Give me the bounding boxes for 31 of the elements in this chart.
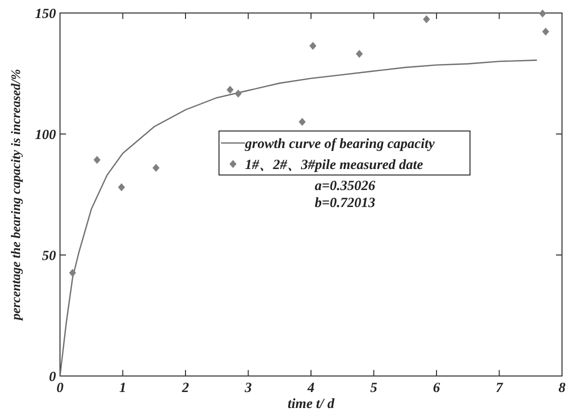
point: [234, 90, 242, 98]
x-tick-label: 7: [496, 381, 504, 396]
annotation: a=0.35026: [314, 179, 376, 194]
point: [69, 268, 76, 277]
x-tick-label: 4: [306, 381, 314, 396]
legend-label: growth curve of bearing capacity: [244, 137, 436, 152]
x-tick-label: 5: [370, 381, 378, 396]
x-tick-label: 3: [244, 381, 252, 396]
point: [118, 183, 125, 192]
point: [152, 164, 160, 172]
y-tick-label: 0: [49, 370, 56, 385]
point: [309, 42, 316, 50]
point: [539, 9, 546, 18]
point: [422, 15, 430, 24]
y-tick-label: 100: [35, 128, 56, 143]
x-tick-label: 2: [181, 381, 189, 396]
x-axis-title: time t/ d: [288, 397, 336, 412]
x-tick-label: 8: [558, 381, 566, 396]
x-tick-label: 6: [433, 381, 440, 396]
y-tick-label: 50: [42, 249, 56, 264]
annotation: b=0.72013: [314, 196, 376, 211]
y-axis-title: percentage the bearing capacity is increased/%: [8, 68, 23, 321]
point: [356, 50, 363, 58]
point: [94, 156, 101, 164]
point: [298, 118, 306, 126]
y-tick-label: 150: [35, 7, 56, 22]
line-series: [60, 60, 538, 377]
legend-label: 1#、2#、3#pile measured date: [245, 158, 424, 173]
x-tick-label: 1: [119, 381, 126, 396]
point: [226, 86, 234, 94]
point: [542, 28, 550, 36]
